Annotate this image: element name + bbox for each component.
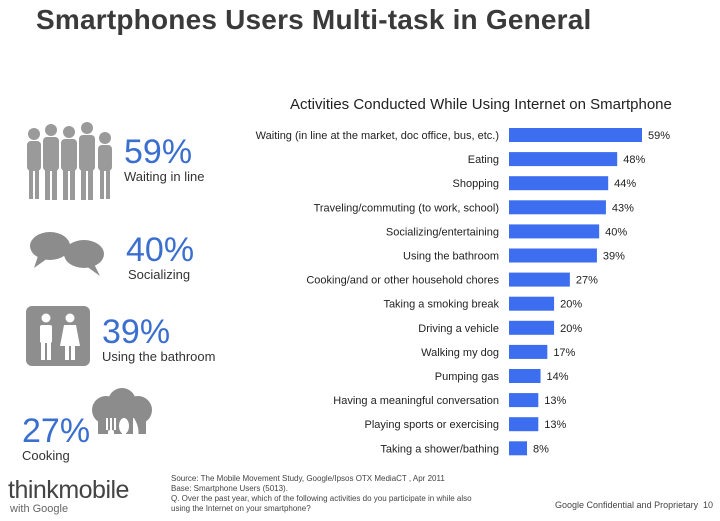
logo-mobile: mobile [58, 476, 129, 504]
stat-label: Cooking [22, 448, 70, 463]
category-label: Shopping [453, 178, 500, 190]
stat-waiting: 59% Waiting in line [124, 135, 204, 184]
bar [509, 128, 642, 142]
category-label: Playing sports or exercising [364, 419, 499, 431]
category-label: Waiting (in line at the market, doc offi… [256, 130, 499, 142]
source-line: Source: The Mobile Movement Study, Googl… [171, 474, 445, 483]
stat-percentage: 59% [124, 133, 193, 171]
chart-title: Activities Conducted While Using Interne… [290, 96, 672, 113]
bar [509, 393, 539, 408]
category-label: Pumping gas [435, 371, 500, 383]
value-label: 59% [648, 130, 670, 142]
value-label: 27% [576, 275, 598, 287]
stat-socializing: 40% Socializing [126, 233, 194, 282]
value-label: 39% [603, 251, 625, 263]
stat-bathroom: 39% Using the bathroom [102, 315, 215, 364]
page-title: Smartphones Users Multi-task in General [36, 4, 592, 35]
stat-percentage: 39% [102, 313, 171, 351]
stat-cooking: 27% Cooking [22, 414, 90, 463]
source-line: using the Internet on your smartphone? [171, 504, 311, 513]
confidential-note: Google Confidential and Proprietary [555, 500, 699, 510]
value-label: 43% [612, 202, 634, 214]
bar [509, 200, 606, 215]
value-label: 48% [623, 154, 645, 166]
stat-percentage: 27% [22, 412, 91, 450]
category-label: Taking a shower/bathing [380, 443, 499, 455]
bar [509, 272, 570, 287]
value-label: 13% [544, 395, 566, 407]
value-label: 17% [553, 347, 575, 359]
value-label: 14% [547, 371, 569, 383]
value-label: 13% [544, 419, 566, 431]
category-label: Having a meaningful conversation [333, 395, 499, 407]
category-label: Walking my dog [421, 347, 499, 359]
category-label: Eating [468, 154, 499, 166]
bar [509, 248, 597, 263]
value-label: 44% [614, 178, 636, 190]
bar [509, 176, 609, 191]
bar [509, 224, 600, 239]
category-label: Driving a vehicle [418, 323, 499, 335]
bar [509, 296, 555, 311]
bar [509, 152, 618, 167]
source-line: Q. Over the past year, which of the foll… [171, 494, 472, 503]
logo-with-google: with Google [10, 503, 69, 515]
bar [509, 344, 548, 359]
category-label: Socializing/entertaining [386, 226, 499, 238]
bar [509, 320, 555, 335]
source-line: Base: Smartphone Users (5013). [171, 484, 288, 493]
stat-label: Socializing [128, 267, 191, 282]
value-label: 20% [560, 323, 582, 335]
source-note: Source: The Mobile Movement Study, Googl… [171, 474, 472, 514]
stat-label: Using the bathroom [102, 349, 216, 364]
thinkmobile-logo: thinkmobile with Google [8, 476, 129, 516]
restroom-icon [26, 306, 90, 366]
category-label: Using the bathroom [403, 251, 499, 263]
category-label: Traveling/commuting (to work, school) [314, 202, 499, 214]
stat-label: Waiting in line [124, 169, 205, 184]
value-label: 8% [533, 443, 549, 455]
page-number: 10 [703, 500, 714, 510]
people-group-icon [27, 122, 112, 200]
speech-bubbles-icon [30, 232, 104, 276]
category-label: Taking a smoking break [383, 299, 499, 311]
chef-hat-utensils-icon [92, 388, 152, 456]
bar [509, 441, 528, 456]
logo-think: think [8, 476, 59, 504]
bar [509, 417, 539, 432]
value-label: 20% [560, 299, 582, 311]
value-label: 40% [605, 226, 627, 238]
bar [509, 369, 541, 383]
stat-percentage: 40% [126, 231, 195, 269]
category-label: Cooking/and or other household chores [306, 275, 499, 287]
